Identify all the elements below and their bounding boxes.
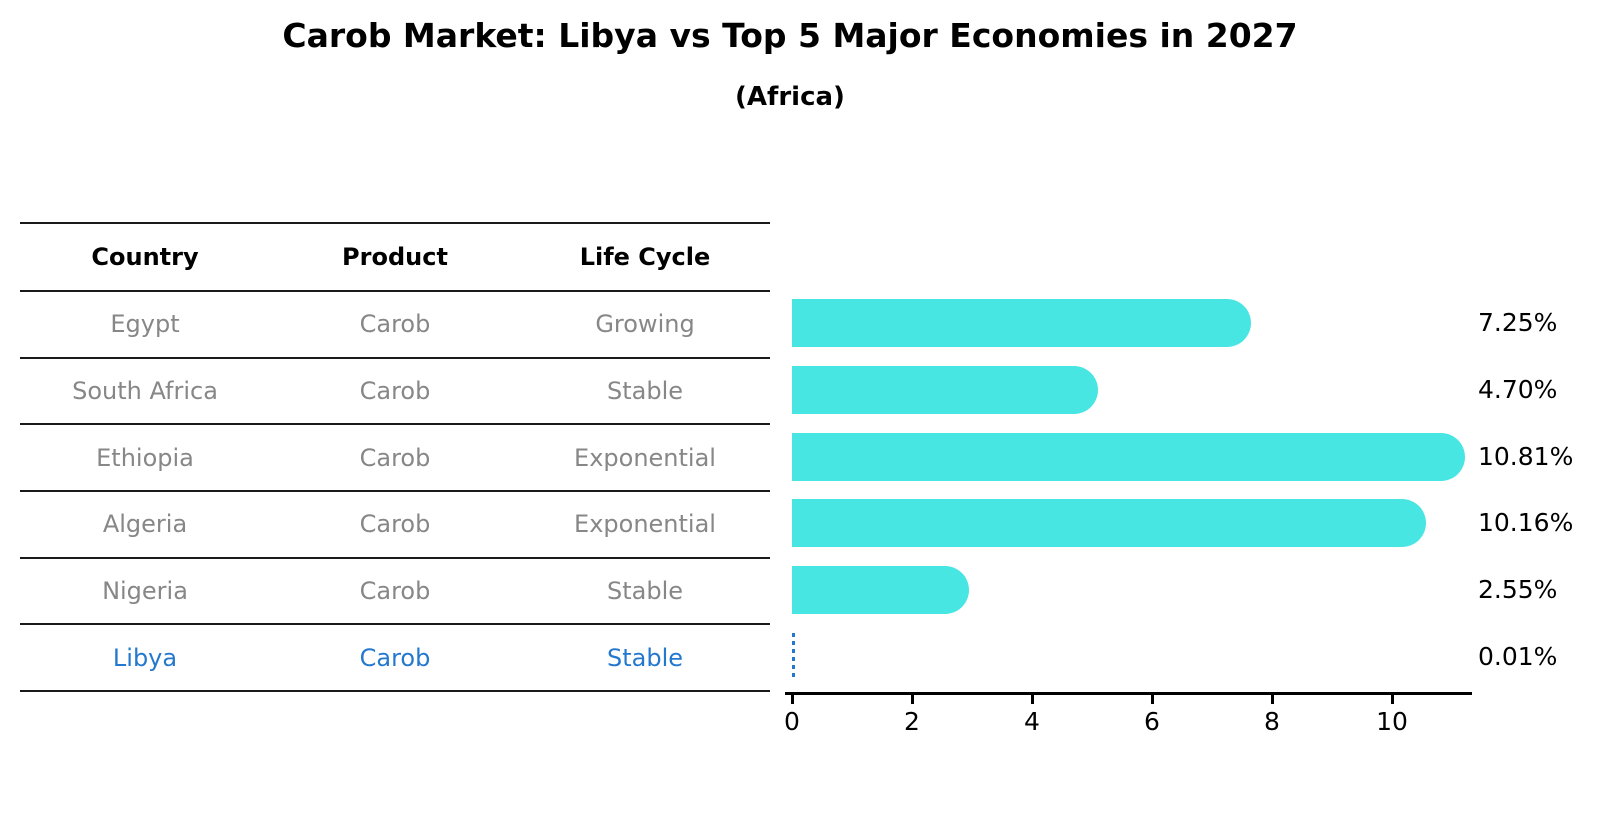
product-cell: Carob xyxy=(359,510,431,539)
bar-egypt xyxy=(792,299,1251,348)
x-tick-label: 4 xyxy=(1024,707,1040,736)
value-label: 4.70% xyxy=(1478,375,1558,404)
country-cell: Algeria xyxy=(102,510,188,539)
value-label: 7.25% xyxy=(1478,308,1558,338)
x-axis-tick xyxy=(1030,695,1034,704)
x-tick-label: 10 xyxy=(1376,707,1408,736)
x-axis-tick xyxy=(1150,695,1154,704)
x-axis-tick xyxy=(790,695,794,704)
x-axis-tick xyxy=(910,695,914,704)
life-cycle-cell: Growing xyxy=(595,310,695,339)
col-header-country: Country xyxy=(91,243,199,271)
x-tick-label: 2 xyxy=(904,707,920,736)
bar-algeria xyxy=(792,499,1426,548)
x-axis-tick xyxy=(1390,695,1394,704)
col-header-life-cycle: Life Cycle xyxy=(579,243,711,271)
life-cycle-cell: Stable xyxy=(606,643,684,672)
x-tick-label: 6 xyxy=(1144,707,1160,736)
country-cell: South Africa xyxy=(72,377,218,406)
country-table: Country Product Life Cycle Egypt Carob G… xyxy=(20,222,770,693)
bar-south-africa xyxy=(792,366,1098,414)
value-label: 10.16% xyxy=(1478,508,1574,538)
table-row-libya: Libya Carob Stable xyxy=(20,625,770,693)
x-tick-label: 0 xyxy=(784,707,800,736)
x-axis-tick xyxy=(1270,695,1274,704)
country-cell: Nigeria xyxy=(102,577,188,606)
x-axis-line xyxy=(785,692,1472,695)
life-cycle-cell: Stable xyxy=(606,377,684,406)
table-row-nigeria: Nigeria Carob Stable xyxy=(20,559,770,626)
table-header-row: Country Product Life Cycle xyxy=(20,224,770,292)
table-row-south-africa: South Africa Carob Stable xyxy=(20,359,770,426)
table-row-egypt: Egypt Carob Growing xyxy=(20,292,770,359)
life-cycle-cell: Exponential xyxy=(574,510,716,539)
bar-libya-dashed-marker xyxy=(792,632,795,681)
product-cell: Carob xyxy=(359,310,431,339)
table-row-algeria: Algeria Carob Exponential xyxy=(20,492,770,559)
value-label: 10.81% xyxy=(1478,441,1574,471)
bar-nigeria xyxy=(792,566,969,615)
x-tick-label: 8 xyxy=(1264,707,1280,736)
chart-subtitle: (Africa) xyxy=(735,82,845,112)
col-header-product: Product xyxy=(342,243,448,271)
life-cycle-cell: Stable xyxy=(606,577,684,606)
country-cell: Egypt xyxy=(110,310,180,339)
country-cell: Ethiopia xyxy=(96,443,194,472)
product-cell: Carob xyxy=(359,643,431,672)
country-cell: Libya xyxy=(112,643,178,672)
product-cell: Carob xyxy=(359,377,431,406)
bar-ethiopia xyxy=(792,432,1465,481)
product-cell: Carob xyxy=(359,577,431,606)
value-label: 0.01% xyxy=(1478,641,1558,671)
value-label: 2.55% xyxy=(1478,575,1558,605)
table-row-ethiopia: Ethiopia Carob Exponential xyxy=(20,425,770,493)
life-cycle-cell: Exponential xyxy=(574,443,716,472)
chart-title: Carob Market: Libya vs Top 5 Major Econo… xyxy=(282,16,1298,55)
product-cell: Carob xyxy=(359,443,431,472)
